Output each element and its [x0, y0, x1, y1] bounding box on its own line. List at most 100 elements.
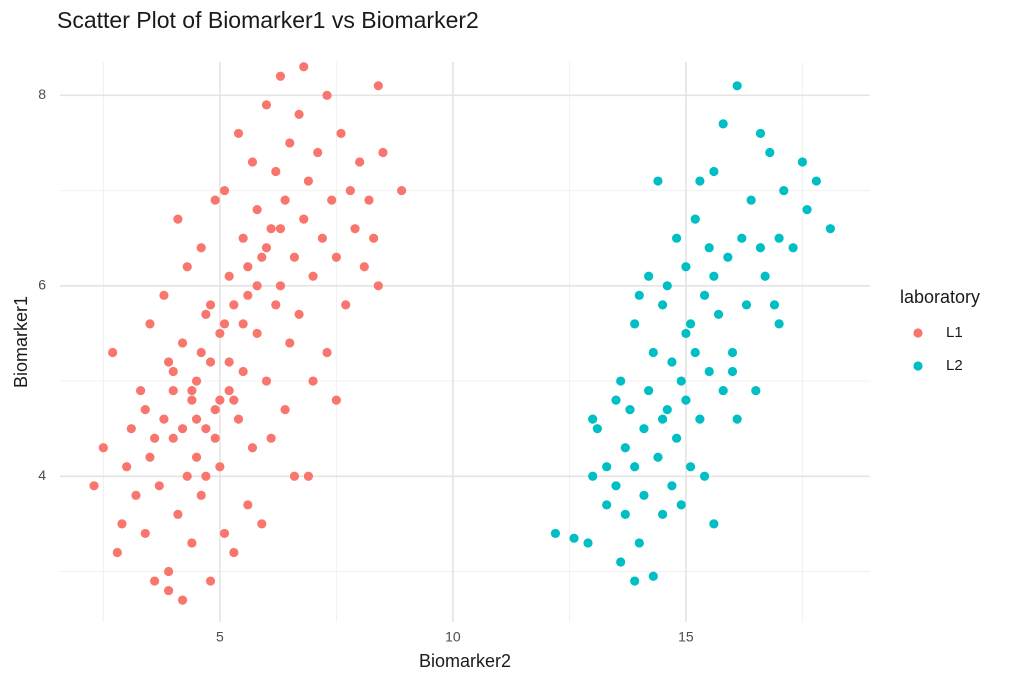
point — [210, 433, 220, 443]
point — [616, 557, 626, 567]
point — [182, 471, 192, 481]
point — [355, 157, 365, 167]
point — [755, 243, 766, 253]
point — [639, 424, 649, 434]
point — [201, 424, 211, 434]
point — [611, 481, 621, 491]
point — [676, 376, 686, 386]
point — [373, 81, 383, 91]
point — [196, 490, 206, 500]
point — [168, 366, 178, 377]
point — [397, 185, 407, 196]
point — [187, 538, 197, 548]
point — [611, 395, 621, 405]
point — [219, 319, 230, 329]
point — [336, 128, 346, 139]
point — [163, 357, 174, 367]
legend-label: L2 — [946, 357, 963, 374]
point — [667, 481, 677, 491]
point — [331, 395, 341, 405]
point — [620, 509, 630, 519]
point — [243, 500, 253, 510]
point — [671, 233, 682, 243]
y-tick-label: 8 — [38, 86, 46, 102]
point — [709, 519, 719, 529]
point — [681, 395, 691, 405]
point — [690, 347, 700, 358]
point — [154, 481, 164, 491]
point — [177, 338, 188, 348]
point — [275, 224, 286, 234]
point — [177, 424, 188, 434]
point — [131, 490, 141, 500]
point — [224, 357, 234, 367]
legend-marker — [913, 361, 923, 371]
point — [676, 500, 686, 510]
point — [280, 195, 290, 205]
point — [289, 252, 300, 262]
point — [182, 262, 192, 272]
point — [760, 271, 770, 281]
point — [634, 290, 644, 300]
point — [177, 595, 188, 605]
point — [704, 366, 714, 377]
point — [136, 385, 146, 396]
point — [285, 338, 295, 348]
point — [685, 462, 696, 472]
point — [280, 405, 290, 415]
point — [718, 119, 728, 129]
point — [746, 195, 756, 205]
point — [681, 262, 691, 272]
point — [224, 385, 234, 396]
point — [308, 376, 318, 386]
point — [252, 205, 262, 215]
point — [150, 576, 160, 586]
point — [620, 443, 630, 453]
point — [303, 176, 314, 186]
point — [205, 357, 216, 367]
point — [378, 147, 388, 158]
point — [275, 71, 286, 81]
point — [634, 538, 644, 548]
point — [341, 300, 351, 310]
point — [233, 414, 244, 424]
y-tick-label: 4 — [38, 467, 46, 483]
point — [261, 243, 272, 253]
point — [159, 290, 169, 300]
point — [191, 452, 202, 462]
point — [275, 281, 286, 291]
point — [709, 166, 719, 177]
point — [201, 471, 211, 481]
point — [602, 500, 612, 510]
point — [639, 490, 649, 500]
point — [588, 471, 598, 481]
point — [648, 347, 658, 358]
point — [140, 528, 150, 539]
point — [173, 509, 183, 519]
legend-label: L1 — [946, 324, 963, 341]
point — [89, 481, 99, 491]
point — [732, 414, 742, 424]
point — [727, 347, 738, 358]
point — [108, 347, 118, 358]
point — [350, 224, 360, 234]
point — [243, 290, 253, 300]
point — [229, 395, 239, 405]
point — [271, 300, 281, 310]
point — [140, 405, 150, 415]
point — [727, 366, 738, 377]
point — [774, 233, 784, 243]
point — [168, 385, 178, 396]
point — [704, 243, 714, 253]
point — [303, 471, 314, 481]
point — [219, 528, 230, 539]
point — [644, 271, 654, 281]
point — [359, 262, 369, 272]
point — [243, 262, 253, 272]
point — [294, 309, 304, 319]
legend-marker — [913, 328, 923, 338]
point — [163, 585, 174, 596]
point — [229, 547, 239, 558]
y-tick-label: 6 — [38, 277, 46, 293]
point — [369, 233, 379, 243]
